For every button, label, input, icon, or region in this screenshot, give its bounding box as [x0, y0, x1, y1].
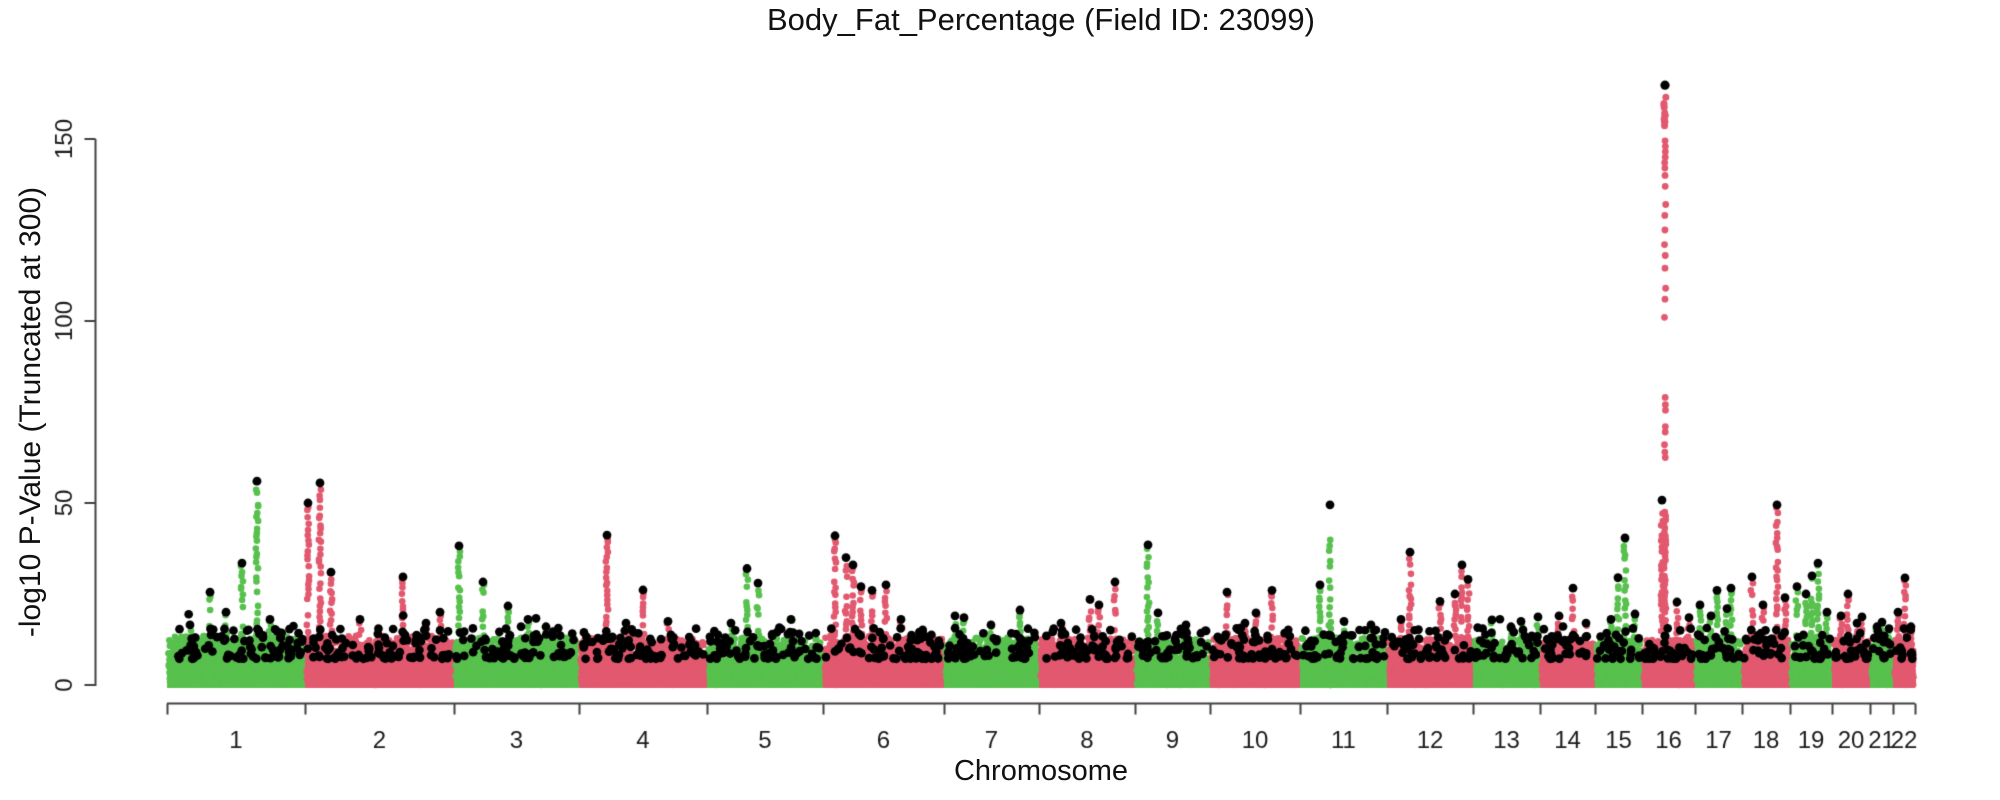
- y-axis-label: -log10 P-Value (Truncated at 300): [14, 186, 47, 638]
- x-axis-label: Chromosome: [953, 755, 1129, 787]
- chart-title: Body_Fat_Percentage (Field ID: 23099): [767, 2, 1315, 37]
